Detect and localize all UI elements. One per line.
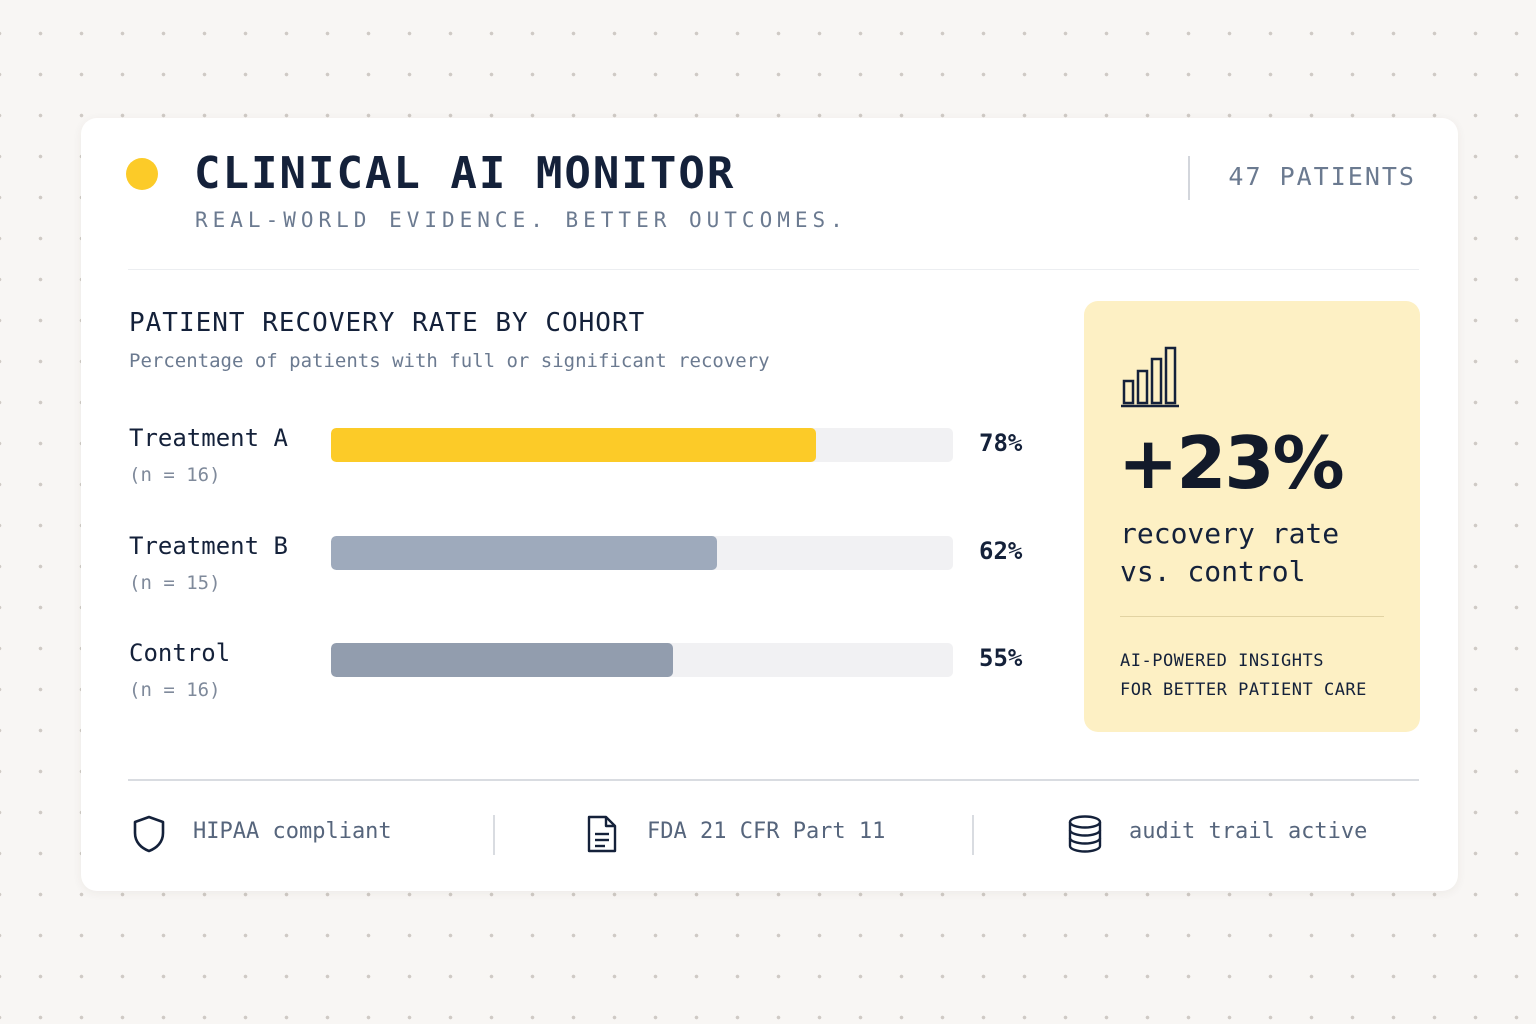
insight-divider xyxy=(1120,616,1384,617)
footer-label: HIPAA compliant xyxy=(193,819,392,844)
document-icon xyxy=(587,815,617,853)
bar-treatment-a xyxy=(331,428,817,462)
chart-subtitle: Percentage of patients with full or sign… xyxy=(129,350,770,372)
status-dot xyxy=(126,158,158,190)
note-line: AI-POWERED INSIGHTS xyxy=(1120,651,1324,671)
bar-chart-icon xyxy=(1121,346,1179,408)
bar-track xyxy=(331,428,953,462)
cohort-sample-size: (n = 16) xyxy=(129,679,221,701)
footer-label: audit trail active xyxy=(1129,819,1368,844)
database-icon xyxy=(1068,815,1102,853)
chart-title: PATIENT RECOVERY RATE BY COHORT xyxy=(129,308,646,338)
caption-line: vs. control xyxy=(1120,555,1306,588)
header-separator xyxy=(128,269,1419,270)
bar-value-label: 78% xyxy=(979,429,1023,457)
shield-icon xyxy=(133,815,165,853)
header-divider xyxy=(1188,156,1190,200)
bar-control xyxy=(331,643,674,677)
improvement-caption: recovery rate vs. control xyxy=(1120,515,1339,591)
footer-separator xyxy=(128,779,1419,781)
bar-track xyxy=(331,536,953,570)
dashboard-card: CLINICAL AI MONITOR REAL-WORLD EVIDENCE.… xyxy=(81,118,1458,891)
patient-count: 47 PATIENTS xyxy=(1228,162,1416,191)
cohort-row-treatment-b: Treatment B (n = 15) 62% xyxy=(129,532,1039,602)
page-subtitle: REAL-WORLD EVIDENCE. BETTER OUTCOMES. xyxy=(195,208,848,232)
cohort-sample-size: (n = 15) xyxy=(129,572,221,594)
cohort-label: Control xyxy=(129,639,231,667)
footer-divider xyxy=(972,815,974,855)
bar-track xyxy=(331,643,953,677)
bar-value-label: 55% xyxy=(979,644,1023,672)
note-line: FOR BETTER PATIENT CARE xyxy=(1120,680,1367,700)
insight-panel: +23% recovery rate vs. control AI-POWERE… xyxy=(1084,301,1420,732)
bar-value-label: 62% xyxy=(979,537,1023,565)
bar-treatment-b xyxy=(331,536,717,570)
improvement-stat: +23% xyxy=(1118,421,1345,505)
cohort-label: Treatment B xyxy=(129,532,288,560)
insight-note: AI-POWERED INSIGHTS FOR BETTER PATIENT C… xyxy=(1120,647,1367,705)
footer-divider xyxy=(493,815,495,855)
cohort-sample-size: (n = 16) xyxy=(129,464,221,486)
page-title: CLINICAL AI MONITOR xyxy=(194,148,736,199)
cohort-row-control: Control (n = 16) 55% xyxy=(129,639,1039,709)
cohort-row-treatment-a: Treatment A (n = 16) 78% xyxy=(129,424,1039,494)
cohort-label: Treatment A xyxy=(129,424,288,452)
caption-line: recovery rate xyxy=(1120,517,1340,550)
footer-label: FDA 21 CFR Part 11 xyxy=(647,819,886,844)
